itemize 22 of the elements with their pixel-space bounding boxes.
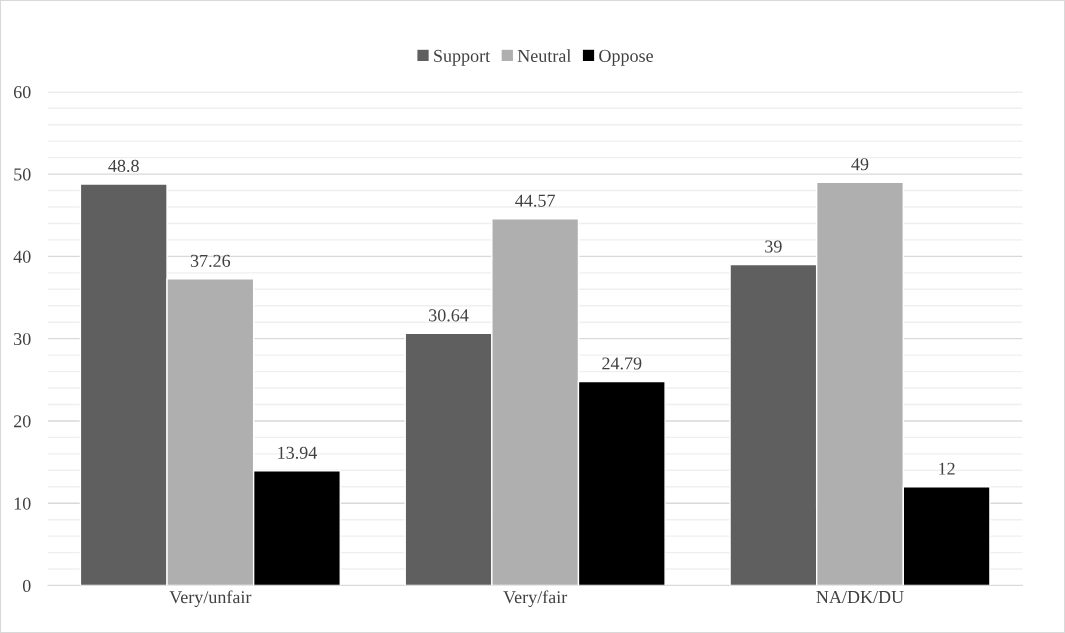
y-tick-label: 40 (13, 250, 31, 263)
data-label: 12 (939, 462, 955, 475)
data-label: 13.94 (278, 446, 317, 459)
data-label: 30.64 (429, 309, 469, 322)
y-tick-label: 0 (22, 579, 31, 592)
data-label: 44.57 (515, 194, 555, 207)
data-label: 37.26 (190, 254, 231, 267)
x-tick-label: NA/DK/DU (816, 591, 904, 604)
data-label: 39 (765, 240, 782, 253)
data-label: 49 (851, 158, 869, 171)
legend-label: Neutral (517, 49, 571, 62)
y-tick-label: 50 (14, 168, 31, 181)
y-tick-label: 20 (14, 415, 31, 428)
x-tick-label: Very/unfair (169, 590, 252, 607)
y-tick-label: 30 (14, 332, 31, 346)
data-label: 24.79 (602, 357, 642, 370)
data-label: 48.8 (108, 159, 139, 173)
legend-label: Oppose (599, 49, 653, 66)
y-tick-label: 60 (13, 86, 31, 99)
legend-label: Support (434, 49, 491, 66)
y-tick-label: 10 (14, 497, 31, 510)
x-tick-label: Very/fair (503, 590, 568, 607)
